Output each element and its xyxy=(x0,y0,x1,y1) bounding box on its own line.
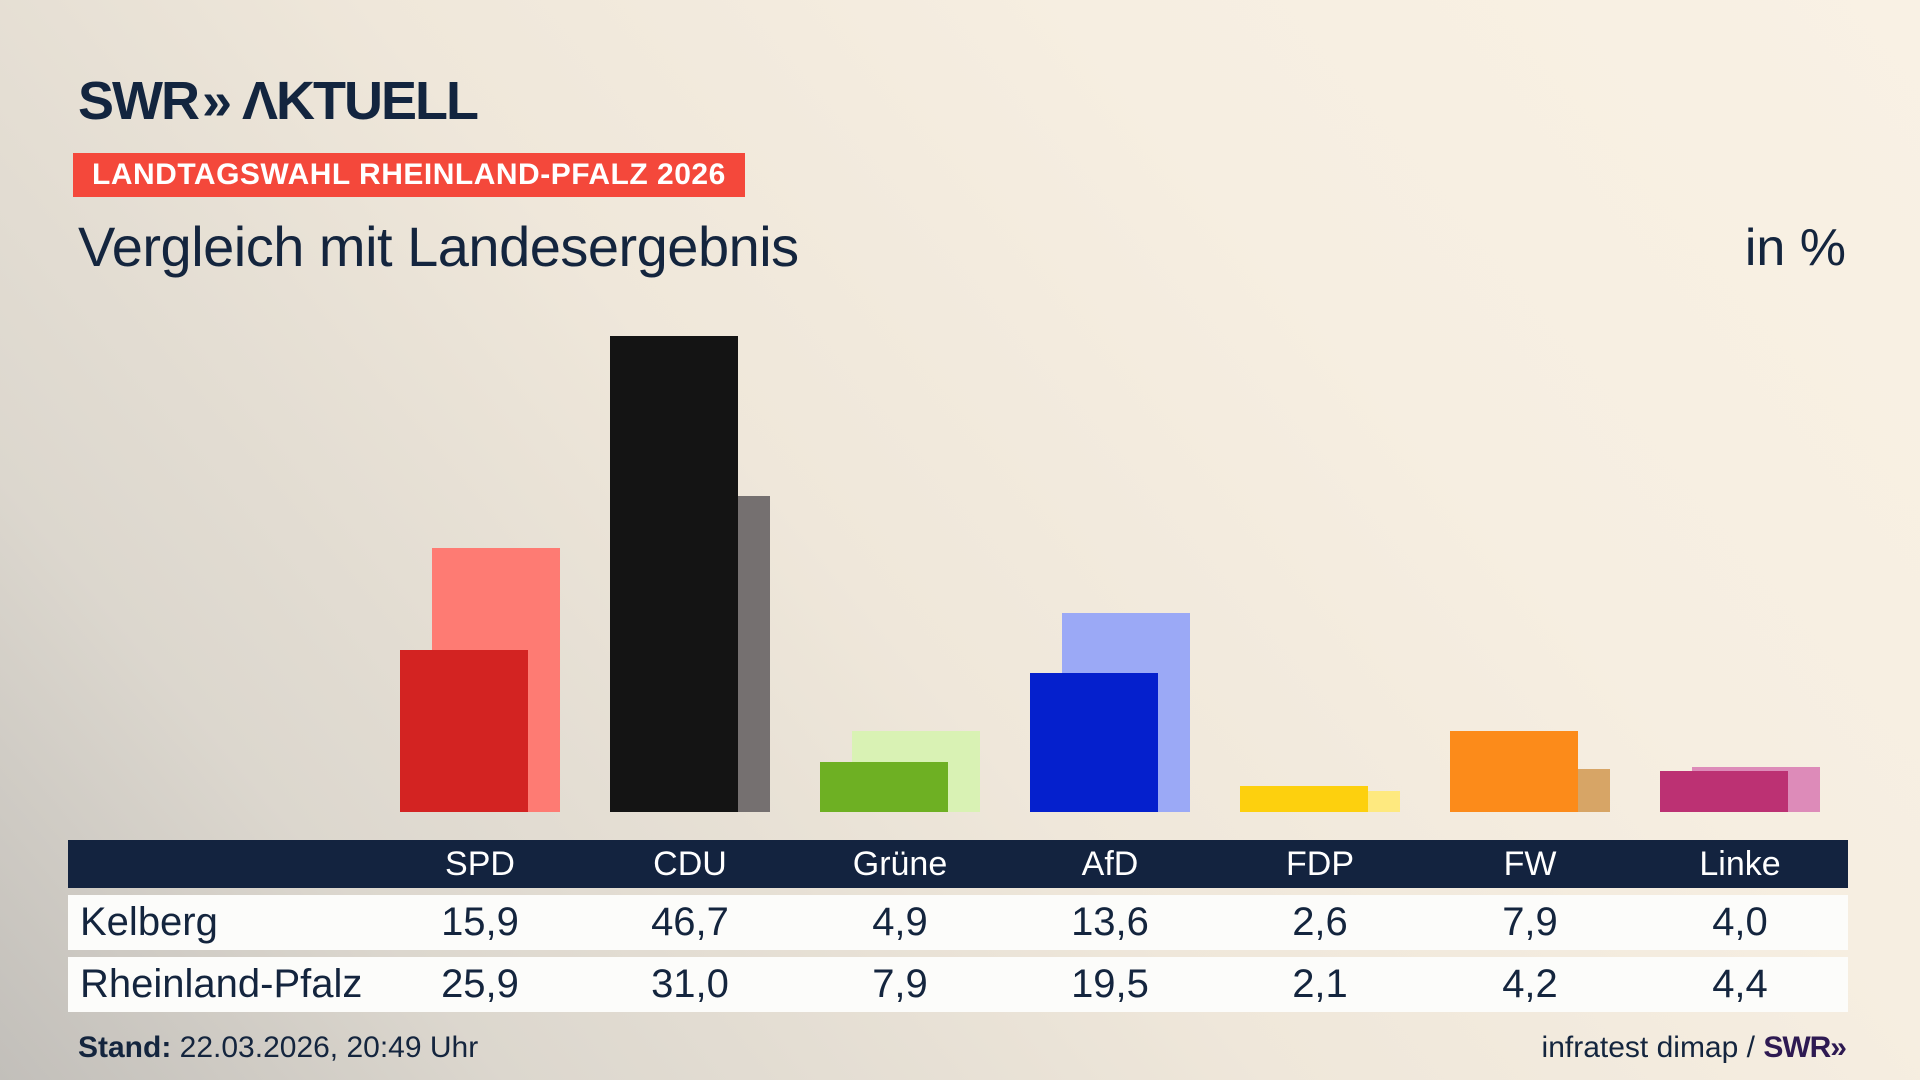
bar-kelberg-afd xyxy=(1030,673,1158,812)
cell-rheinland-pfalz-fw: 4,2 xyxy=(1502,962,1558,1006)
table-col-cdu: CDU xyxy=(653,844,727,883)
table-col-gr-ne: Grüne xyxy=(852,844,948,883)
table-body: Kelberg 15,9 46,7 4,9 13,6 2,6 7,9 4,0 Rheinland… xyxy=(68,895,1848,1012)
source-text: infratest dimap / xyxy=(1541,1031,1764,1064)
cell-rheinland-pfalz-spd: 25,9 xyxy=(441,962,519,1006)
bar-kelberg-fdp xyxy=(1240,786,1368,812)
results-table: SPD CDU Grüne AfD FDP FW Linke Kelberg 15,9 46,7… xyxy=(68,840,1848,1012)
logo-aktuell-text: ΛKTUELL xyxy=(242,71,479,131)
table-col-afd: AfD xyxy=(1081,844,1139,883)
cell-rheinland-pfalz-afd: 19,5 xyxy=(1071,962,1149,1006)
cell-kelberg-afd: 13,6 xyxy=(1071,900,1149,944)
bar-chart xyxy=(400,336,1820,812)
cell-rheinland-pfalz-fdp: 2,1 xyxy=(1292,962,1348,1006)
bar-kelberg-spd xyxy=(400,650,528,812)
source-swr-logo: SWR» xyxy=(1763,1031,1847,1064)
cell-kelberg-linke: 4,0 xyxy=(1712,900,1768,944)
table-row-rheinland-pfalz: Rheinland-Pfalz 25,9 31,0 7,9 19,5 2,1 4,2 4,4 xyxy=(68,957,1848,1012)
cell-rheinland-pfalz-cdu: 31,0 xyxy=(651,962,729,1006)
table-col-spd: SPD xyxy=(445,844,515,883)
cell-kelberg-cdu: 46,7 xyxy=(651,900,729,944)
cell-kelberg-spd: 15,9 xyxy=(441,900,519,944)
table-col-fdp: FDP xyxy=(1286,844,1354,883)
bar-kelberg-gr-ne xyxy=(820,762,948,812)
logo-swr-text: SWR xyxy=(78,71,200,131)
table-row-kelberg: Kelberg 15,9 46,7 4,9 13,6 2,6 7,9 4,0 xyxy=(68,895,1848,950)
timestamp: Stand: 22.03.2026, 20:49 Uhr xyxy=(78,1031,478,1065)
cell-kelberg-fw: 7,9 xyxy=(1502,900,1558,944)
cell-kelberg-fdp: 2,6 xyxy=(1292,900,1348,944)
stand-label: Stand: xyxy=(78,1031,172,1064)
cell-kelberg-gr-ne: 4,9 xyxy=(872,900,928,944)
bar-kelberg-cdu xyxy=(610,336,738,812)
election-badge: LANDTAGSWAHL RHEINLAND-PFALZ 2026 xyxy=(73,153,745,197)
row-label-kelberg: Kelberg xyxy=(80,900,218,944)
table-col-linke: Linke xyxy=(1699,844,1781,883)
chart-title: Vergleich mit Landesergebnis xyxy=(78,215,799,278)
unit-label: in % xyxy=(1744,219,1846,277)
bar-kelberg-linke xyxy=(1660,771,1788,812)
table-header-row: SPD CDU Grüne AfD FDP FW Linke xyxy=(68,840,1848,888)
cell-rheinland-pfalz-gr-ne: 7,9 xyxy=(872,962,928,1006)
source-credit: infratest dimap / SWR» xyxy=(1541,1031,1847,1065)
swr-aktuell-logo: SWR» ΛKTUELL xyxy=(78,70,479,132)
stand-value: 22.03.2026, 20:49 Uhr xyxy=(171,1031,479,1064)
logo-chevrons-icon: » xyxy=(201,71,232,131)
cell-rheinland-pfalz-linke: 4,4 xyxy=(1712,962,1768,1006)
row-label-rheinland-pfalz: Rheinland-Pfalz xyxy=(80,962,363,1006)
table-col-fw: FW xyxy=(1503,844,1557,883)
bar-kelberg-fw xyxy=(1450,731,1578,812)
